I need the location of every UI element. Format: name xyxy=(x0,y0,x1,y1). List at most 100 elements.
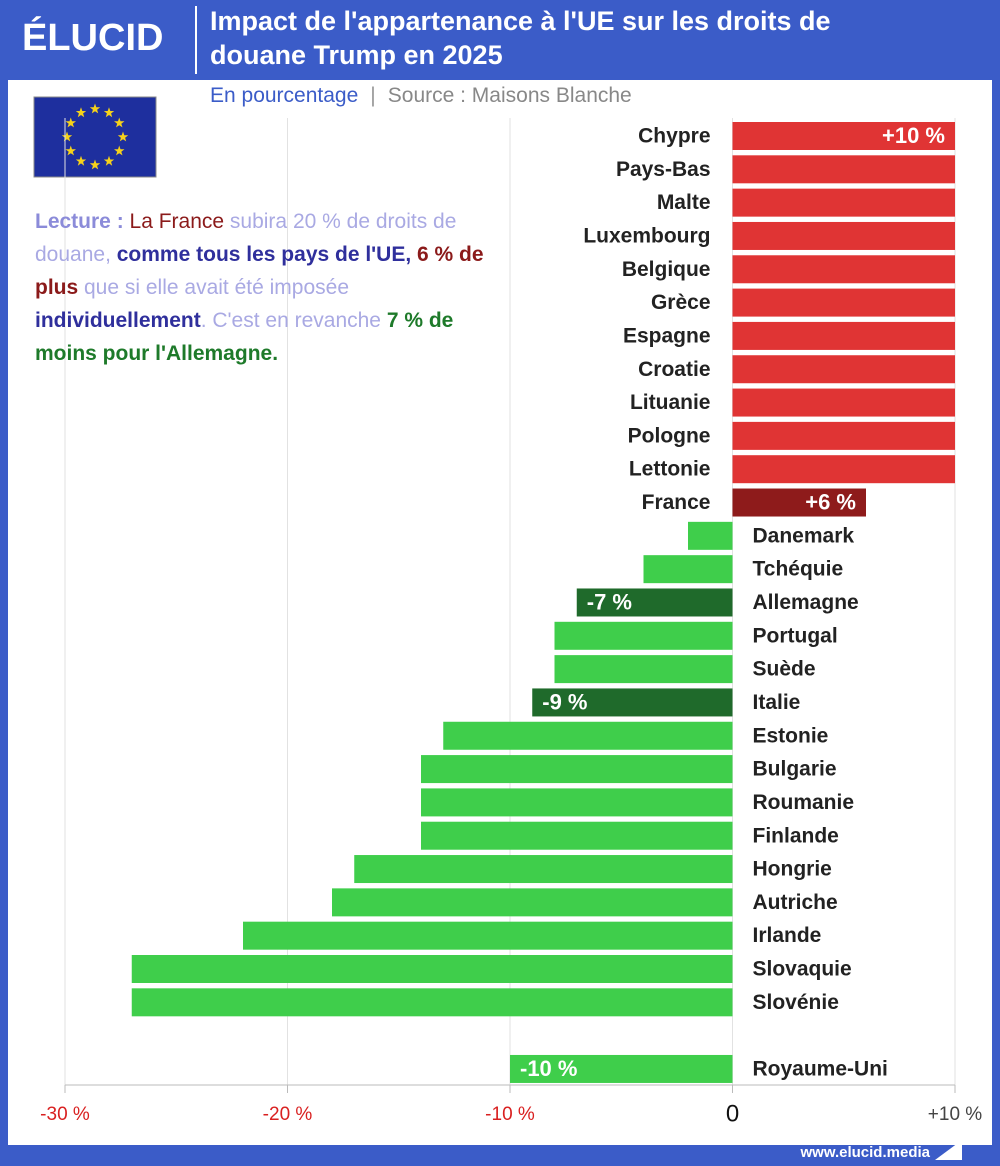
category-label: Irlande xyxy=(753,924,822,947)
annotation-segment: individuellement xyxy=(35,309,201,332)
annotation-segment: 7 % xyxy=(380,309,424,332)
category-label: Slovénie xyxy=(753,991,839,1014)
bar xyxy=(688,521,733,550)
annotation-segment: 6 % de plus xyxy=(35,243,484,299)
flag-star xyxy=(61,131,73,142)
flag-star xyxy=(117,131,129,142)
value-label: -10 % xyxy=(520,1056,577,1081)
value-label: +10 % xyxy=(882,123,945,148)
flag-star xyxy=(89,159,101,170)
category-label: Tchéquie xyxy=(753,558,844,581)
eu-flag xyxy=(33,96,157,178)
bar xyxy=(732,455,955,484)
category-label: Lettonie xyxy=(629,458,711,481)
category-label: Grèce xyxy=(651,291,711,314)
category-label: France xyxy=(642,491,711,514)
flag-star xyxy=(89,103,101,114)
category-label: Slovaquie xyxy=(753,958,852,981)
bar xyxy=(732,122,955,150)
annotation-segment: . C'est en revanche xyxy=(200,309,381,332)
bar xyxy=(732,255,955,284)
x-tick-label: -20 % xyxy=(263,1104,313,1125)
category-label: Autriche xyxy=(753,891,838,914)
bar xyxy=(554,621,733,650)
value-label: -7 % xyxy=(587,589,632,614)
annotation-segment: La France xyxy=(123,210,225,233)
bar xyxy=(443,721,733,750)
flag-stars xyxy=(61,103,129,170)
bar xyxy=(732,421,955,450)
category-label: Finlande xyxy=(753,824,839,847)
x-tick-label: -10 % xyxy=(485,1104,535,1125)
bar xyxy=(554,655,733,684)
category-label: Hongrie xyxy=(753,858,832,881)
annotation-segment: comme tous les pays de l'UE, xyxy=(110,243,412,266)
bar xyxy=(732,288,955,317)
annotation-segment: de moins xyxy=(35,309,454,365)
value-label: -9 % xyxy=(542,689,587,714)
category-label: Royaume-Uni xyxy=(753,1058,888,1081)
flag-star xyxy=(103,107,115,118)
category-label: Bulgarie xyxy=(753,758,837,781)
flag-star xyxy=(65,117,76,128)
bar xyxy=(732,388,955,417)
annotation-segment: Lecture : xyxy=(35,210,124,233)
category-label: Chypre xyxy=(638,125,710,148)
bar xyxy=(354,855,733,884)
subtitle: En pourcentage | Source : Maisons Blanche xyxy=(210,84,632,107)
source: Source : Maisons Blanche xyxy=(388,84,632,107)
flag-star xyxy=(114,117,125,128)
bar xyxy=(510,1054,733,1083)
chart-title: Impact de l'appartenance à l'UE sur les … xyxy=(210,6,831,70)
category-label: Italie xyxy=(753,691,801,714)
category-label: Luxembourg xyxy=(583,225,710,248)
category-label: Estonie xyxy=(753,724,829,747)
bar xyxy=(732,155,955,184)
category-label: Lituanie xyxy=(630,391,711,414)
category-label: Croatie xyxy=(638,358,710,381)
bar xyxy=(732,355,955,384)
bar xyxy=(131,955,733,983)
bar xyxy=(243,921,733,950)
category-label: Danemark xyxy=(753,524,855,547)
flag-star xyxy=(114,145,125,156)
bar xyxy=(421,788,733,817)
bar xyxy=(643,555,733,584)
bar xyxy=(131,988,733,1017)
footer: www.elucid.media xyxy=(800,1144,931,1161)
x-tick-label: -30 % xyxy=(40,1104,90,1125)
annotation: Lecture : La France subira 20 % de droit… xyxy=(35,205,510,370)
flag-star xyxy=(65,145,76,156)
value-label: +6 % xyxy=(805,489,856,514)
flag-star xyxy=(75,107,87,118)
category-label: Pays-Bas xyxy=(616,158,711,181)
category-label: Malte xyxy=(657,191,711,214)
flag-star xyxy=(75,155,87,166)
bar xyxy=(576,588,733,617)
bar xyxy=(732,488,866,517)
category-label: Pologne xyxy=(628,424,711,447)
bar xyxy=(421,821,733,850)
category-label: Portugal xyxy=(753,624,838,647)
category-label: Belgique xyxy=(622,258,711,281)
category-label: Roumanie xyxy=(753,791,855,814)
annotation-segment: subira 20 % de droits de douane, xyxy=(35,210,457,266)
subtitle-separator: | xyxy=(370,84,375,107)
logo: ÉLUCID xyxy=(22,15,163,59)
category-label: Allemagne xyxy=(753,591,859,614)
flag-star xyxy=(103,155,115,166)
x-tick-label: 0 xyxy=(726,1100,739,1127)
subtitle-text: En pourcentage xyxy=(210,84,358,107)
bar xyxy=(732,188,955,217)
bar xyxy=(532,688,733,717)
bar xyxy=(732,221,955,250)
bar xyxy=(732,321,955,350)
annotation-segment: que si elle avait été imposée xyxy=(78,276,349,299)
category-label: Suède xyxy=(753,658,816,681)
x-tick-label: +10 % xyxy=(928,1104,983,1125)
category-label: Espagne xyxy=(623,324,711,347)
bar xyxy=(332,888,733,917)
annotation-segment: pour l'Allemagne. xyxy=(96,342,279,365)
